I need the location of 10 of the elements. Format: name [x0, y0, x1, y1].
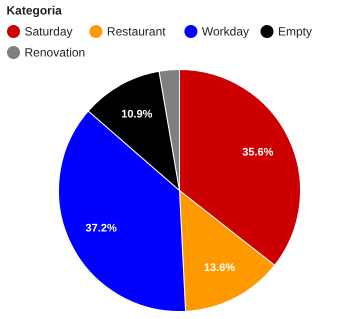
data-label: 13.6% — [204, 262, 236, 274]
legend-label: Restaurant — [106, 24, 166, 38]
legend-label: Saturday — [24, 24, 73, 38]
legend-label: Renovation — [24, 46, 86, 60]
data-label: 37.2% — [86, 222, 117, 235]
legend-label: Empty — [278, 24, 312, 38]
data-label: 35.6% — [242, 146, 274, 158]
legend-title: Kategoria — [6, 4, 62, 18]
legend-label: Workday — [202, 24, 250, 38]
data-label: 10.9% — [121, 108, 153, 121]
